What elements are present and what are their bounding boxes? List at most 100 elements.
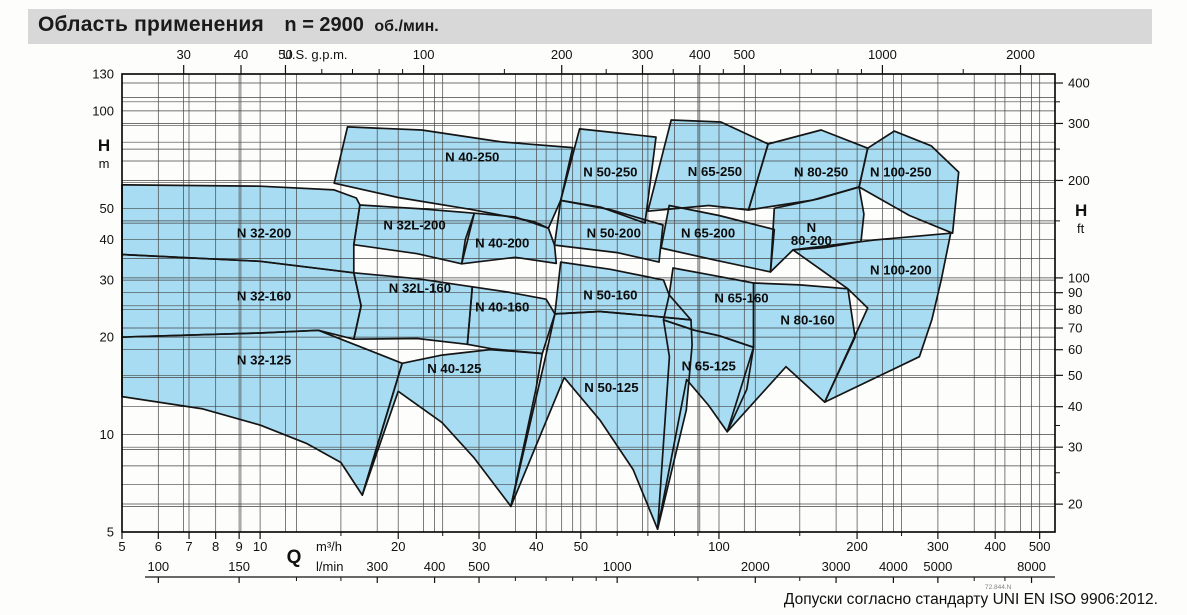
region-label-n-32-200: N 32-200 xyxy=(237,226,291,241)
doc-code: 72.844.N xyxy=(985,584,1012,591)
region-area-n-32-125 xyxy=(122,330,403,496)
tick-label-right-90: 90 xyxy=(1068,285,1082,300)
tick-label-bottom-10: 10 xyxy=(253,539,267,554)
tick-label-right-400: 400 xyxy=(1068,76,1090,91)
region-label-n-50-125: N 50-125 xyxy=(584,380,638,395)
axis-bottom-lmin: 100 150 300 400 500 1000 2000 3000 4000 5000 8000 l… xyxy=(145,559,1055,583)
region-area-n-80-160 xyxy=(727,283,856,432)
grid-lines xyxy=(122,74,1055,532)
tick-label-top-300: 300 xyxy=(632,47,654,62)
region-label-n-40-250: N 40-250 xyxy=(445,150,499,165)
region-area-n-40-250 xyxy=(334,126,573,229)
tick-label-lmin-2000: 2000 xyxy=(741,559,770,574)
tick-label-bottom-50: 50 xyxy=(574,539,588,554)
region-label-n-32l-200: N 32L-200 xyxy=(383,218,445,233)
tick-label-lmin-8000: 8000 xyxy=(1017,559,1046,574)
region-label-n-32l-160: N 32L-160 xyxy=(389,280,451,295)
tick-label-left-50: 50 xyxy=(100,201,114,216)
tick-label-bottom-100: 100 xyxy=(708,539,730,554)
region-area-n-100-250 xyxy=(859,131,959,234)
region-outline-n-40-160 xyxy=(466,285,556,355)
region-outline-n-40-250 xyxy=(333,126,574,230)
tick-label-lmin-1000: 1000 xyxy=(603,559,632,574)
tick-label-lmin-400: 400 xyxy=(424,559,446,574)
tick-label-bottom-8: 8 xyxy=(212,539,219,554)
region-label-n-100-200: N 100-200 xyxy=(870,263,932,278)
tick-label-right-200: 200 xyxy=(1068,173,1090,188)
tick-label-bottom-200: 200 xyxy=(846,539,868,554)
region-area-n-40-160 xyxy=(467,286,555,354)
tick-label-bottom-30: 30 xyxy=(472,539,486,554)
region-labels: N 32-125 N 40-125 N 50-125 N 65-125 N 32-160… xyxy=(237,150,932,395)
region-area-n-65-125 xyxy=(657,319,754,530)
region-outline-n-50-200 xyxy=(553,199,664,263)
region-label-n-32-160: N 32-160 xyxy=(237,288,291,303)
tick-label-bottom-6: 6 xyxy=(155,539,162,554)
region-label-n-40-160: N 40-160 xyxy=(475,299,529,314)
tick-label-right-80: 80 xyxy=(1068,302,1082,317)
tick-label-lmin-300: 300 xyxy=(366,559,388,574)
tick-label-right-40: 40 xyxy=(1068,399,1082,414)
tick-label-bottom-9: 9 xyxy=(236,539,243,554)
region-label-n-50-200: N 50-200 xyxy=(587,225,641,240)
tick-label-top-30: 30 xyxy=(176,47,190,62)
region-area-n-50-250 xyxy=(560,128,656,224)
region-label-n-80-200: N 80-200 xyxy=(791,220,832,248)
tick-label-left-130: 130 xyxy=(92,67,114,82)
tick-label-lmin-3000: 3000 xyxy=(822,559,851,574)
axis-letter-h-right: H xyxy=(1075,201,1087,220)
axis-letter-h-left: H xyxy=(98,136,110,155)
tick-label-left-20: 20 xyxy=(100,330,114,345)
region-label-n-50-250: N 50-250 xyxy=(583,165,637,180)
region-area-n-40-200 xyxy=(461,213,557,264)
tick-label-left-10: 10 xyxy=(100,427,114,442)
axis-left-m: 130 100 50 40 30 20 10 5 Hm xyxy=(92,67,114,540)
tick-label-right-50: 50 xyxy=(1068,368,1082,383)
tolerance-note: Допуски согласно стандарту UNI EN ISO 99… xyxy=(783,591,1158,608)
axis-bottom-m3h: 5 6 7 8 9 10 20 30 40 50 100 200 300 400 500 Qm³/h xyxy=(118,532,1051,568)
axis-top-gpm: 30 40 50 100 200 300 400 500 1000 2000 U.S. g.p.m. xyxy=(176,47,1035,74)
tick-label-bottom-300: 300 xyxy=(927,539,949,554)
region-label-n-65-160: N 65-160 xyxy=(714,291,768,306)
region-area-n-65-250 xyxy=(647,120,769,212)
region-outline-n-40-125 xyxy=(361,348,544,508)
tick-label-left-40: 40 xyxy=(100,232,114,247)
region-area-n-65-160 xyxy=(663,268,754,348)
region-outline-n-32l-160 xyxy=(352,271,474,346)
tick-label-right-30: 30 xyxy=(1068,440,1082,455)
region-outline-n-50-160 xyxy=(554,261,692,321)
region-label-n-65-200: N 65-200 xyxy=(681,226,735,241)
tick-label-bottom-400: 400 xyxy=(984,539,1006,554)
region-outline-n-50-250 xyxy=(559,128,657,224)
axis-unit-lmin: l/min xyxy=(316,559,343,574)
tick-label-top-200: 200 xyxy=(551,47,573,62)
region-outline-n-100-250 xyxy=(858,130,960,235)
region-outline-n-32l-200 xyxy=(352,204,476,265)
region-label-n-32-125: N 32-125 xyxy=(237,352,291,367)
axis-unit-m: m xyxy=(99,156,110,171)
page-title: Область применения xyxy=(38,13,264,36)
region-label-n-40-200: N 40-200 xyxy=(475,236,529,251)
tick-label-bottom-20: 20 xyxy=(391,539,405,554)
tick-label-right-100: 100 xyxy=(1068,270,1090,285)
region-area-n-32-160 xyxy=(122,254,362,340)
tick-label-lmin-150: 150 xyxy=(228,559,250,574)
region-outline-n-100-200 xyxy=(792,232,952,403)
region-label-n-50-160: N 50-160 xyxy=(583,287,637,302)
axis-letter-q: Q xyxy=(287,547,302,568)
region-label-n-40-125: N 40-125 xyxy=(427,361,481,376)
tick-label-lmin-100: 100 xyxy=(147,559,169,574)
plot-border xyxy=(121,73,1056,533)
region-fills xyxy=(122,120,959,530)
tick-label-top-1000: 1000 xyxy=(868,47,897,62)
tick-label-right-70: 70 xyxy=(1068,321,1082,336)
tick-label-top-2000: 2000 xyxy=(1006,47,1035,62)
tick-label-left-30: 30 xyxy=(100,273,114,288)
tick-label-bottom-40: 40 xyxy=(529,539,543,554)
title-bar: Область применения n = 2900 об./мин. xyxy=(28,9,1152,44)
region-area-n-80-250 xyxy=(748,130,868,210)
tick-label-bottom-7: 7 xyxy=(185,539,192,554)
axis-unit-gpm: U.S. g.p.m. xyxy=(282,47,347,62)
